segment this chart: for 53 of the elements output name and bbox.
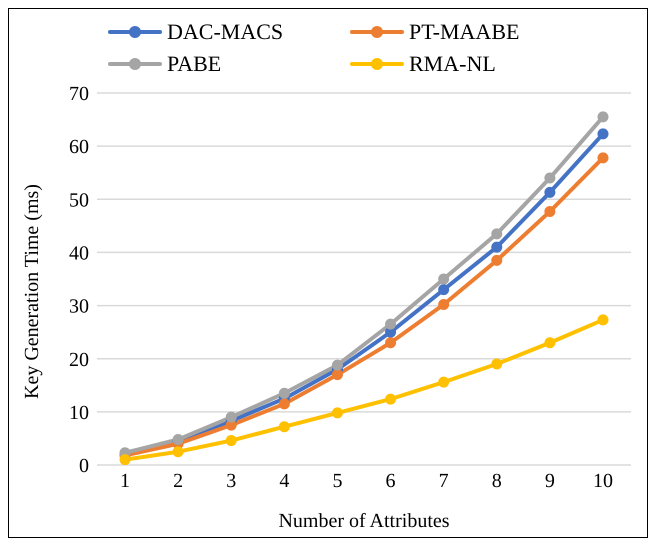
legend-label: PT-MAABE: [409, 19, 520, 45]
point: [278, 398, 290, 410]
point: [438, 299, 450, 310]
point: [226, 412, 237, 423]
y-tick-label: 0: [79, 455, 89, 478]
point: [172, 446, 184, 458]
point: [598, 152, 608, 164]
x-tick-label: 5: [332, 470, 342, 492]
x-tick-label: 2: [173, 470, 184, 492]
legend-label: PABE: [167, 51, 222, 77]
x-tick-label: 9: [544, 470, 555, 492]
y-tick-label: 40: [69, 242, 89, 265]
point: [120, 454, 130, 465]
point: [544, 186, 556, 198]
y-tick-label: 60: [69, 136, 89, 158]
point: [491, 358, 502, 370]
point: [226, 435, 237, 446]
point: [491, 242, 502, 253]
point: [438, 376, 450, 388]
point: [598, 128, 608, 140]
point: [385, 394, 396, 405]
point: [491, 254, 502, 266]
point: [332, 407, 343, 418]
x-tick-label: 8: [492, 470, 502, 492]
point: [278, 388, 290, 399]
y-axis-title: Key Generation Time (ms): [21, 184, 44, 399]
point: [332, 360, 343, 371]
x-tick-label: 7: [438, 470, 449, 492]
point: [278, 421, 290, 432]
y-tick-label: 70: [69, 83, 89, 106]
y-tick-label: 20: [69, 348, 89, 371]
legend-label: RMA-NL: [409, 51, 496, 77]
point: [438, 284, 450, 296]
point: [598, 111, 608, 122]
legend-label: DAC-MACS: [167, 19, 284, 45]
x-tick-label: 3: [226, 470, 236, 492]
point: [544, 206, 556, 218]
point: [491, 228, 502, 240]
y-tick-label: 50: [69, 189, 89, 212]
point: [332, 369, 343, 380]
point: [544, 337, 556, 348]
point: [385, 337, 396, 348]
point: [598, 314, 608, 326]
x-axis-title: Number of Attributes: [278, 510, 450, 532]
x-tick-label: 4: [279, 470, 290, 492]
x-tick-label: 1: [120, 470, 130, 492]
point: [438, 274, 450, 284]
point: [544, 172, 556, 184]
y-tick-label: 10: [69, 402, 89, 424]
x-tick-label: 10: [593, 470, 613, 492]
x-tick-label: 6: [386, 470, 396, 492]
y-tick-label: 30: [69, 296, 89, 318]
point: [385, 318, 396, 330]
